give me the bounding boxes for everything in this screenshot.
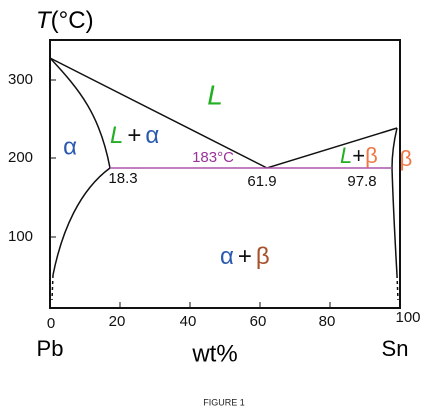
plot-frame	[49, 39, 401, 309]
liquid-alpha-region: L + α	[110, 122, 159, 149]
eutectic-composition: 61.9	[247, 173, 276, 190]
alpha-composition: 18.3	[108, 170, 137, 187]
eutectic-temperature: 183°C	[192, 149, 234, 166]
y-tick-label: 200	[8, 149, 33, 166]
alpha-beta-region: α + β	[220, 243, 270, 270]
x-axis-label: wt%	[191, 340, 237, 367]
x-tick-label: 40	[180, 313, 197, 330]
beta-solidus	[391, 127, 398, 169]
alpha-solidus	[49, 57, 111, 169]
y-axis-label: T(°C)	[36, 7, 94, 34]
liquid-region: L	[207, 79, 223, 110]
x-tick-label: 0	[47, 315, 55, 332]
x-tick-label: 60	[250, 313, 267, 330]
beta-region: β	[400, 146, 413, 171]
liquid-beta-region: L+β	[340, 143, 378, 168]
caption: FIGURE 1	[203, 397, 245, 407]
x-tick-label: 100	[395, 309, 420, 326]
x-tick-label: 20	[109, 313, 126, 330]
alpha-region: α	[63, 133, 77, 160]
extrapolation	[51, 274, 399, 301]
y-tick-label: 100	[8, 228, 33, 245]
alpha-solvus	[52, 167, 111, 276]
beta-composition: 97.8	[347, 173, 376, 190]
beta-solvus	[391, 167, 398, 276]
x-tick-label: 80	[319, 313, 336, 330]
left-element: Pb	[37, 336, 64, 361]
y-tick-label: 300	[8, 71, 33, 88]
right-element: Sn	[382, 336, 409, 361]
